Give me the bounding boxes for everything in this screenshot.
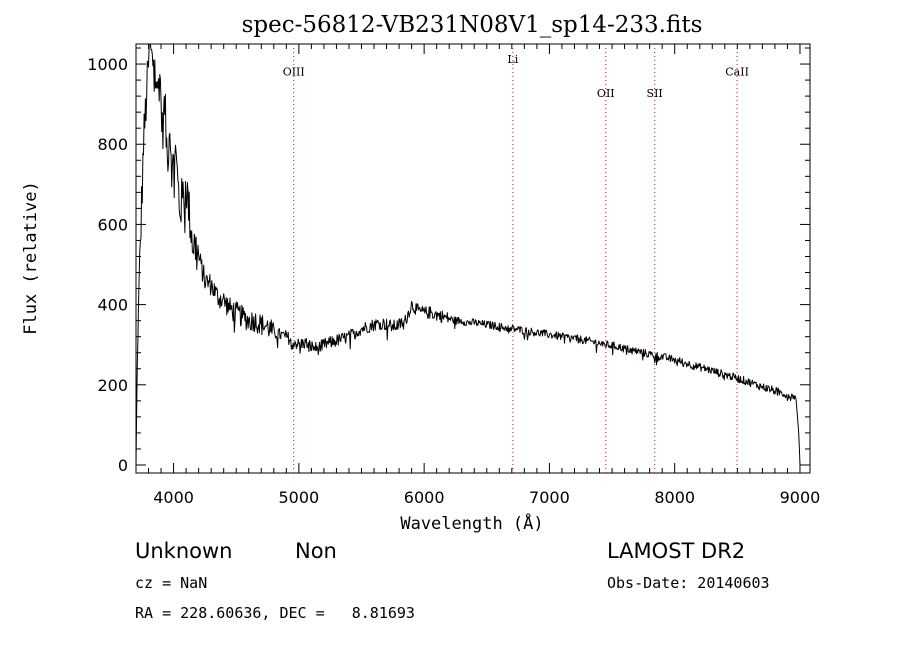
- line-marker-label: OII: [597, 87, 615, 100]
- observation-date: Obs-Date: 20140603: [607, 574, 770, 592]
- y-axis: 0 200 400 600 800 1000: [87, 47, 810, 475]
- line-marker-label: OIII: [283, 65, 305, 78]
- x-tick-label: 9000: [780, 488, 821, 507]
- x-axis: 4000 5000 6000 7000 8000 9000: [148, 44, 821, 507]
- coordinates: RA = 228.60636, DEC = 8.81693: [135, 604, 415, 622]
- y-tick-label: 400: [97, 296, 128, 315]
- survey-name: LAMOST DR2: [607, 539, 746, 563]
- x-tick-label: 7000: [529, 488, 570, 507]
- plot-frame: [135, 43, 811, 474]
- line-marker-label: SII: [647, 87, 663, 100]
- y-tick-label: 800: [97, 135, 128, 154]
- x-tick-label: 4000: [153, 488, 194, 507]
- line-marker-label: CaII: [725, 65, 749, 78]
- x-axis-label: Wavelength (Å): [400, 512, 543, 534]
- x-tick-label: 6000: [404, 488, 445, 507]
- series-group: [135, 43, 801, 466]
- y-tick-label: 1000: [87, 55, 128, 74]
- object-class: Unknown: [135, 539, 233, 563]
- x-tick-label: 5000: [279, 488, 320, 507]
- spectrum-line: [135, 43, 801, 466]
- line-markers: OIII Li OII SII CaII: [283, 44, 749, 473]
- y-tick-label: 0: [118, 456, 128, 475]
- y-tick-label: 200: [97, 376, 128, 395]
- x-tick-label: 8000: [654, 488, 695, 507]
- line-marker-label: Li: [507, 53, 518, 66]
- chart-title: spec-56812-VB231N08V1_sp14-233.fits: [242, 12, 703, 38]
- y-tick-label: 600: [97, 215, 128, 234]
- object-subclass: Non: [295, 539, 337, 563]
- redshift-cz: cz = NaN: [135, 574, 208, 592]
- y-axis-label: Flux (relative): [21, 181, 41, 335]
